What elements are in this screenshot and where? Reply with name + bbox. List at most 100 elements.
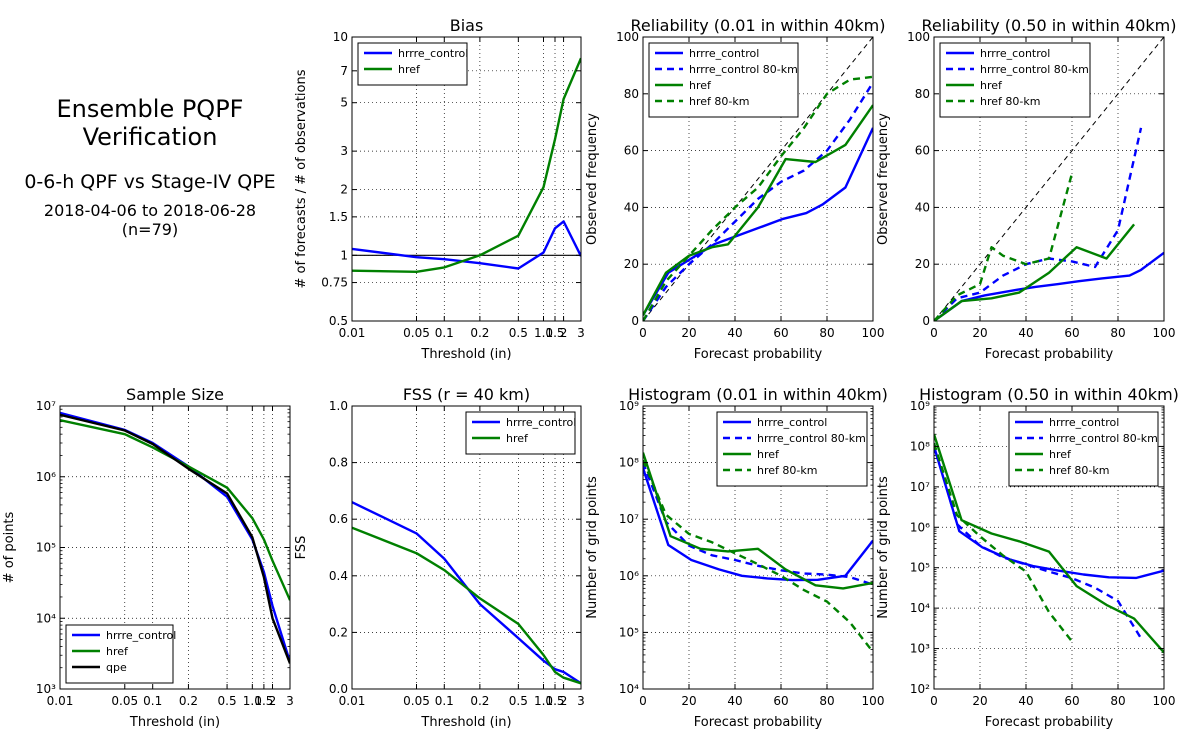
plot-area xyxy=(934,433,1164,654)
x-tick-label: 20 xyxy=(681,694,696,708)
y-tick-label: 10⁵ xyxy=(619,625,639,639)
plot-area xyxy=(643,452,873,653)
y-tick-label: 80 xyxy=(624,87,639,101)
x-tick-label: 40 xyxy=(727,694,742,708)
y-tick-label: 2 xyxy=(340,183,348,197)
y-tick-label: 0.5 xyxy=(329,314,348,328)
series-line-hrrre-control-80-km xyxy=(643,81,873,321)
x-tick-label: 1.5 xyxy=(545,694,564,708)
series-line-href xyxy=(60,419,290,601)
x-tick-label: 1.0 xyxy=(243,694,262,708)
series-line-href xyxy=(643,104,873,316)
axes-frame xyxy=(933,405,1165,690)
x-tick-label: 0.1 xyxy=(435,694,454,708)
y-tick-label: 10⁷ xyxy=(910,480,930,494)
legend-label: href 80-km xyxy=(1049,464,1109,477)
perfect-reliability-line xyxy=(643,37,873,321)
y-tick-label: 5 xyxy=(340,96,348,110)
tick-marks xyxy=(351,405,582,690)
y-tick-label: 60 xyxy=(915,144,930,158)
x-tick-label: 0.5 xyxy=(218,694,237,708)
x-tick-label: 100 xyxy=(862,326,885,340)
chart-hist050: 0 20 40 60 80 100 10² 10³ 10⁴ 10⁵ 10⁶ 10⁷ 10⁸ 10⁹Hist… xyxy=(876,385,1179,730)
x-tick-label: 1.5 xyxy=(254,694,273,708)
series-line-href-80-km xyxy=(643,459,873,653)
legend-label: hrrre_control 80-km xyxy=(1049,432,1158,445)
y-tick-label: 20 xyxy=(915,257,930,271)
legend-box xyxy=(357,42,468,86)
x-tick-label: 80 xyxy=(1110,326,1125,340)
plot-area xyxy=(934,37,1164,321)
y-tick-label: 40 xyxy=(624,200,639,214)
legend-label: href xyxy=(689,79,712,92)
x-tick-label: 80 xyxy=(1110,694,1125,708)
x-tick-label: 40 xyxy=(1018,694,1033,708)
x-tick-label: 20 xyxy=(681,326,696,340)
legend-label: hrrre_control xyxy=(980,47,1050,60)
chart-title: Histogram (0.01 in within 40km) xyxy=(628,385,888,404)
legend-box xyxy=(648,42,799,118)
x-tick-label: 2 xyxy=(269,694,277,708)
series-line-hrrre-control xyxy=(934,446,1164,580)
x-tick-label: 3 xyxy=(577,326,585,340)
series-line-hrrre-control-80-km xyxy=(934,127,1143,321)
y-tick-label: 10⁵ xyxy=(910,561,930,575)
legend-label: hrrre_control xyxy=(689,47,759,60)
axes-frame xyxy=(351,405,582,690)
x-tick-label: 0 xyxy=(639,694,647,708)
x-axis-label: Threshold (in) xyxy=(420,347,511,362)
y-tick-label: 10⁴ xyxy=(36,611,56,625)
y-tick-label: 3 xyxy=(340,144,348,158)
legend-label: href 80-km xyxy=(980,95,1040,108)
figure-title: Ensemble PQPF Verification xyxy=(56,95,244,151)
series-line-hrrre-control xyxy=(352,501,581,685)
chart-fss: 0.01 0.05 0.1 0.2 0.5 1.01.52 30.00.20.40.60.8… xyxy=(294,385,585,730)
chart-hist001: 0 20 40 60 80 100 10⁴ 10⁵ 10⁶ 10⁷ 10⁸ 10⁹Histogram … xyxy=(585,385,888,730)
x-tick-label: 0.05 xyxy=(111,694,138,708)
series-line-href xyxy=(352,526,581,685)
x-axis-label: Forecast probability xyxy=(985,715,1114,730)
figure-subtitle: 0-6-h QPF vs Stage-IV QPE xyxy=(24,171,276,193)
tick-marks xyxy=(642,405,874,690)
legend-label: hrrre_control xyxy=(506,416,576,429)
tick-marks xyxy=(59,405,291,690)
y-tick-label: 10⁴ xyxy=(619,682,639,696)
y-tick-label: 1 xyxy=(340,248,348,262)
series-line-href xyxy=(934,223,1136,321)
y-tick-label: 0.75 xyxy=(321,276,348,290)
x-tick-label: 60 xyxy=(773,694,788,708)
chart-title: Reliability (0.01 in within 40km) xyxy=(631,16,886,35)
series-line-href xyxy=(352,57,581,273)
y-axis-label: # of forecasts / # of observations xyxy=(294,69,309,288)
x-tick-label: 0.1 xyxy=(435,326,454,340)
tick-marks xyxy=(351,36,582,322)
legend-label: href xyxy=(980,79,1003,92)
x-tick-label: 2 xyxy=(560,326,568,340)
x-tick-label: 0.01 xyxy=(339,694,366,708)
y-tick-label: 10⁶ xyxy=(619,569,639,583)
series-line-hrrre-control-80-km xyxy=(934,442,1143,639)
axes-frame xyxy=(642,36,874,322)
legend-label: hrrre_control 80-km xyxy=(689,63,798,76)
axes-frame xyxy=(933,36,1165,322)
legend-label: href xyxy=(506,432,529,445)
y-tick-label: 100 xyxy=(907,30,930,44)
x-tick-label: 80 xyxy=(819,694,834,708)
y-tick-label: 10⁶ xyxy=(910,520,930,534)
series-line-hrrre-control xyxy=(352,220,581,270)
y-tick-label: 10⁸ xyxy=(619,456,639,470)
y-tick-label: 10⁴ xyxy=(910,601,930,615)
x-tick-label: 3 xyxy=(577,694,585,708)
figure-info-panel: Ensemble PQPF Verification 0-6-h QPF vs … xyxy=(0,95,300,239)
x-tick-label: 0 xyxy=(930,326,938,340)
legend-label: href xyxy=(1049,448,1072,461)
y-tick-label: 0.6 xyxy=(329,512,348,526)
legend-label: hrrre_control 80-km xyxy=(757,432,866,445)
x-axis-label: Forecast probability xyxy=(694,347,823,362)
y-tick-label: 1.5 xyxy=(329,210,348,224)
x-tick-label: 20 xyxy=(972,326,987,340)
